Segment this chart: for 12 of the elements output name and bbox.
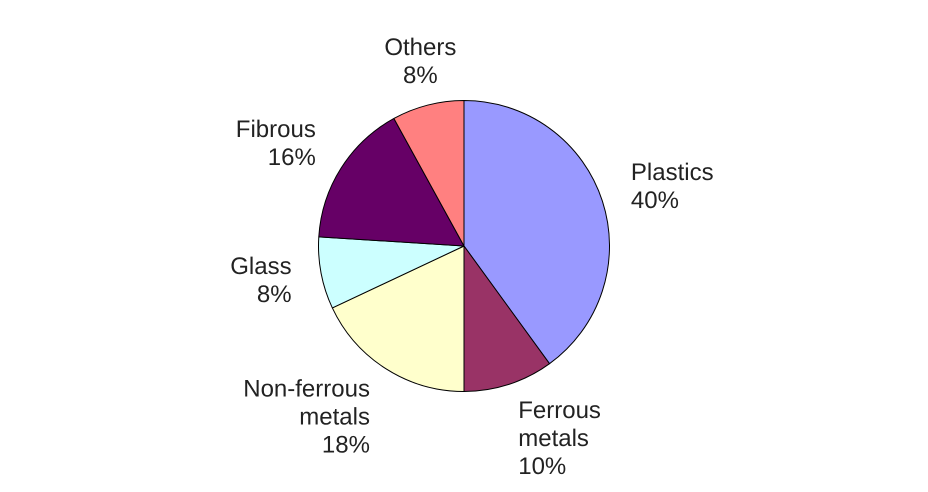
slice-label: Glass [230, 253, 292, 280]
slice-label: Fibrous [236, 116, 316, 144]
slice-label: Plastics [630, 159, 714, 186]
slice-label: Ferrous metals [518, 397, 601, 452]
data-label: 18% [322, 431, 370, 458]
data-label: 8% [403, 62, 438, 90]
data-label: 16% [268, 144, 316, 172]
slice-label: Non-ferrous metals [243, 375, 370, 430]
data-label: 10% [518, 453, 566, 480]
slice-label: Others [384, 34, 456, 62]
data-label: 40% [630, 187, 679, 214]
data-label: 8% [256, 281, 292, 308]
